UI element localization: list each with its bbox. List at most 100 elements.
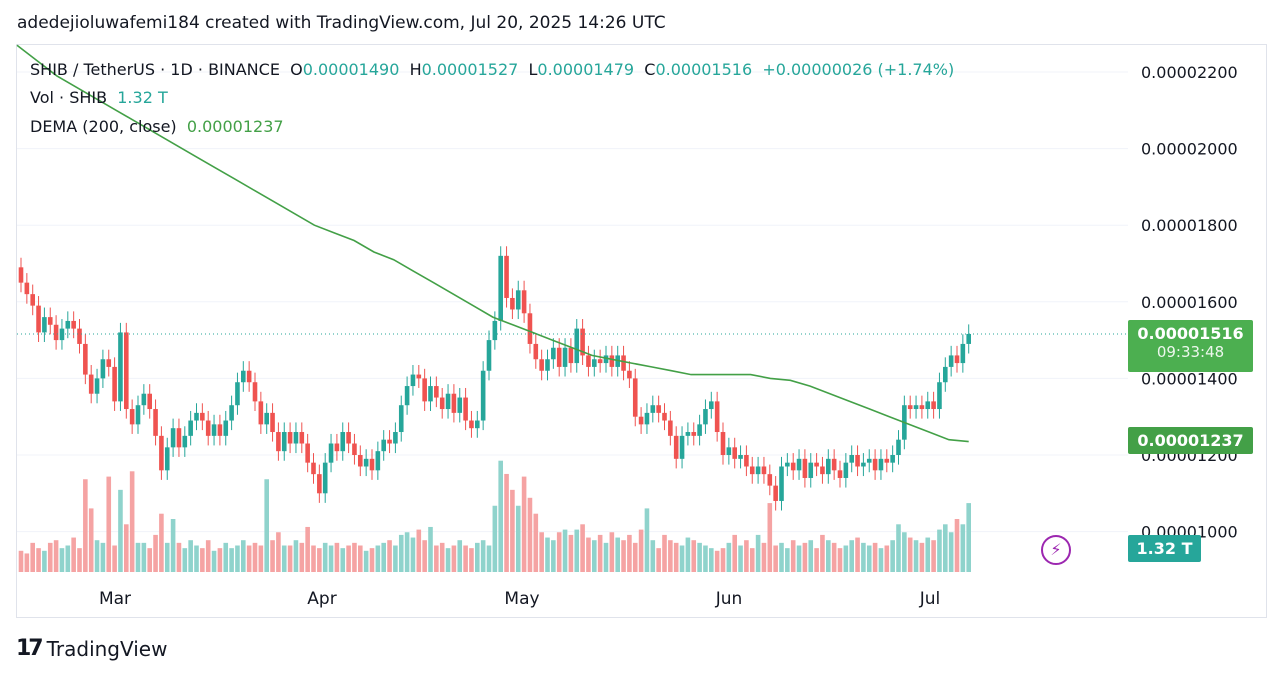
volume-bar	[118, 489, 123, 572]
candle-body	[913, 405, 919, 410]
volume-bar	[843, 545, 849, 572]
candle-body	[404, 386, 410, 406]
volume-bar	[88, 508, 94, 572]
candle-body	[393, 432, 398, 444]
volume-bar	[176, 542, 182, 572]
candle-body	[492, 320, 498, 341]
candle-body	[77, 328, 82, 344]
volume-bar	[363, 550, 369, 572]
candle-body	[118, 332, 123, 402]
volume-bar	[53, 540, 59, 572]
volume-bar	[820, 534, 825, 572]
volume-bar	[691, 540, 697, 572]
candle-body	[773, 485, 778, 501]
volume-bar	[668, 540, 673, 572]
candle-body	[445, 393, 451, 410]
volume-bar	[732, 534, 737, 572]
tradingview-logo[interactable]: 17 TradingView	[16, 636, 167, 661]
candle-body	[539, 359, 544, 371]
volume-bar	[434, 545, 439, 572]
volume-bar	[65, 545, 71, 572]
volume-bar	[328, 545, 334, 572]
volume-bar	[574, 529, 580, 572]
candle-body	[358, 455, 363, 467]
x-tick-label: Jun	[715, 589, 743, 609]
volume-bar	[849, 540, 854, 572]
volume-bar	[47, 542, 53, 572]
volume-bar	[861, 542, 866, 572]
candle-body	[749, 466, 755, 475]
candle-body	[369, 458, 375, 471]
volume-bar	[814, 548, 819, 572]
volume-bar	[773, 545, 778, 572]
volume-bar	[878, 548, 884, 572]
legend-ohlc: SHIB / TetherUS · 1D · BINANCE O0.000014…	[30, 60, 954, 79]
candle-body	[673, 435, 679, 459]
candle-body	[820, 466, 825, 475]
volume-bar	[77, 548, 82, 572]
x-tick-label: May	[504, 589, 539, 609]
volume-bar	[480, 540, 486, 572]
volume-bar	[551, 540, 556, 572]
volume-bar	[954, 519, 960, 572]
grid-lines	[17, 71, 1128, 533]
volume-bar	[785, 548, 790, 572]
candle-body	[363, 458, 369, 467]
legend-dema-value: 0.00001237	[186, 117, 284, 136]
volume-bar	[855, 537, 860, 572]
candle-body	[141, 393, 147, 406]
candle-body	[644, 412, 650, 425]
volume-bar	[808, 540, 814, 572]
candle-body	[849, 455, 854, 463]
candle-body	[679, 435, 685, 459]
volume-bar	[498, 460, 503, 572]
candle-body	[703, 409, 708, 425]
candle-body	[831, 458, 837, 471]
candle-body	[621, 355, 626, 371]
candle-body	[954, 355, 960, 364]
volume-bar	[439, 542, 445, 572]
candle-body	[241, 370, 246, 383]
candle-body	[375, 451, 381, 471]
lightning-icon[interactable]: ⚡	[1041, 535, 1071, 565]
volume-bar	[387, 540, 392, 572]
candle-body	[252, 382, 258, 402]
candle-body	[229, 405, 234, 421]
volume-bar	[937, 529, 942, 572]
candle-body	[761, 466, 767, 475]
volume-bar	[609, 532, 615, 572]
volume-bar	[749, 548, 755, 572]
candle-body	[205, 420, 211, 436]
volume-bar	[223, 542, 229, 572]
candle-body	[305, 443, 310, 463]
candle-body	[948, 355, 954, 367]
volume-bar	[796, 545, 802, 572]
candle-body	[346, 432, 351, 444]
volume-bar	[71, 537, 76, 572]
candle-body	[328, 443, 334, 463]
volume-bar	[276, 532, 281, 572]
volume-bar	[217, 548, 223, 572]
volume-bar	[24, 553, 30, 572]
chart-frame[interactable]	[16, 44, 1267, 618]
volume-bar	[293, 540, 299, 572]
volume-bar	[358, 545, 363, 572]
tradingview-mark-icon: 17	[16, 636, 44, 661]
candle-body	[545, 359, 550, 371]
candle-body	[194, 412, 199, 421]
candle-body	[790, 462, 796, 471]
volume-bar	[931, 540, 936, 572]
volume-bar	[714, 550, 720, 572]
volume-bar	[188, 540, 193, 572]
candle-body	[200, 412, 205, 421]
volume-bar	[340, 548, 346, 572]
candle-body	[88, 374, 94, 394]
volume-bar	[287, 545, 293, 572]
candle-body	[574, 328, 580, 364]
candle-body	[808, 462, 814, 478]
volume-bar	[375, 545, 381, 572]
x-axis-labels: Mar Apr May Jun Jul	[99, 589, 940, 609]
candle-body	[398, 405, 404, 433]
volume-bar	[510, 489, 515, 572]
